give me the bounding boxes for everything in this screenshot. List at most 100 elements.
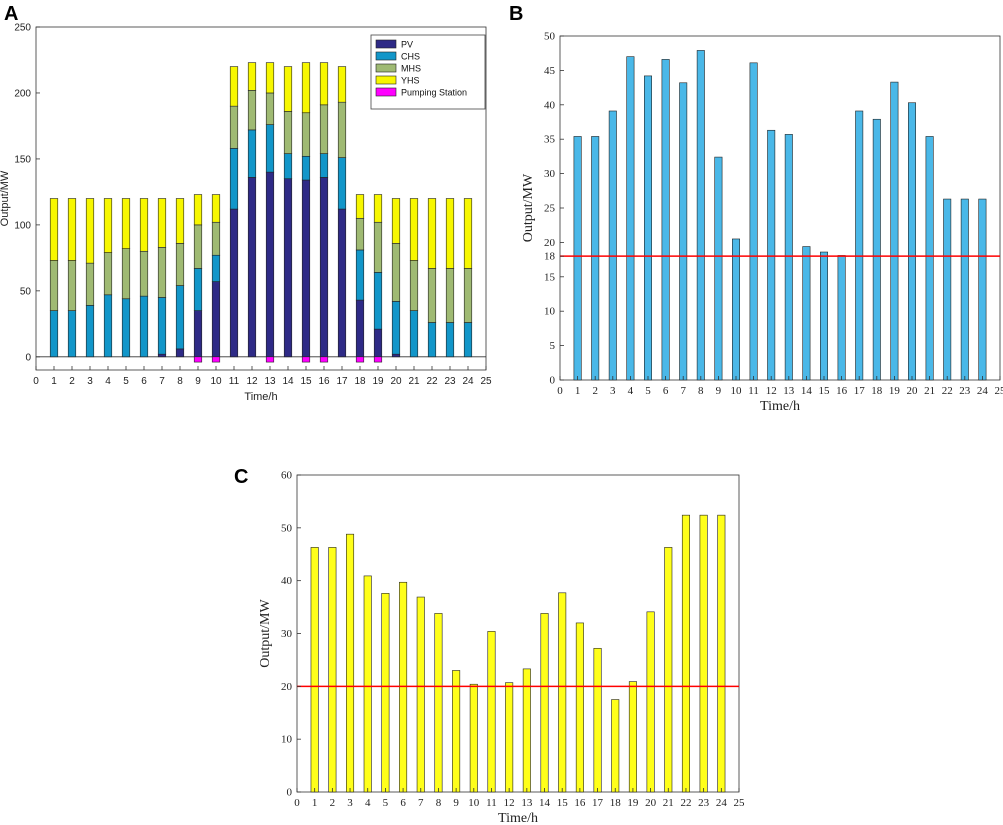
chart-a-bar-yhs-7: [157, 198, 167, 248]
chart-a-bar-mhs-3: [85, 262, 95, 306]
chart-a-bar-mhs-14: [283, 111, 293, 154]
chart-a-bar-pv-13: [265, 171, 275, 358]
chart-b-bar-20: [908, 102, 916, 381]
chart-b-bar-1: [573, 136, 582, 381]
chart-a-xtick-label-24: 24: [462, 376, 474, 387]
chart-a-bar-mhs-23: [445, 268, 455, 323]
chart-c-xlabel: Time/h: [498, 811, 538, 825]
chart-a-bar-yhs-16: [319, 62, 329, 106]
chart-a-ytick-label-0: 0: [25, 352, 31, 363]
chart-a-bar-chs-5: [121, 298, 131, 358]
chart-b-xtick-label-19: 19: [889, 385, 901, 397]
chart-c-xtick-label-8: 8: [436, 797, 442, 809]
chart-a-bar-pv-18: [355, 299, 365, 358]
chart-c-bar-13: [522, 668, 531, 793]
chart-b-bar-24: [978, 198, 987, 381]
chart-b-xtick-label-17: 17: [854, 385, 866, 397]
chart-b-xtick-label-5: 5: [645, 385, 651, 397]
chart-a-bar-mhs-20: [391, 243, 401, 302]
chart-a-bar-mhs-13: [265, 92, 275, 125]
chart-c-xtick-label-2: 2: [330, 797, 336, 809]
chart-c-xtick-label-10: 10: [468, 797, 480, 809]
chart-a-xtick-label-9: 9: [195, 376, 201, 387]
chart-a-xtick-label-10: 10: [210, 376, 222, 387]
chart-c-xtick-label-18: 18: [610, 797, 622, 809]
chart-a-xtick-label-17: 17: [336, 376, 348, 387]
chart-b-ylabel: Output/MW: [521, 173, 536, 242]
chart-c-bar-20: [646, 611, 655, 793]
chart-b-bar-16: [837, 255, 846, 381]
chart-a-bar-pv-7: [157, 353, 167, 358]
chart-c-ytick-label-30: 30: [281, 628, 293, 640]
chart-b-bar-19: [890, 81, 899, 381]
chart-c-bar-11: [487, 631, 496, 793]
chart-b-ytick-label-20: 20: [544, 237, 556, 249]
chart-a-xtick-label-3: 3: [87, 376, 93, 387]
chart-a-bar-yhs-20: [391, 198, 401, 244]
chart-b-xtick-label-22: 22: [942, 385, 953, 397]
chart-a-xtick-label-13: 13: [264, 376, 276, 387]
chart-b-xtick-label-2: 2: [592, 385, 598, 397]
chart-b-ytick-label-30: 30: [544, 168, 556, 180]
chart-a-xtick-label-23: 23: [444, 376, 456, 387]
chart-a-bar-yhs-23: [445, 198, 455, 269]
chart-a-bar-yhs-5: [121, 198, 131, 249]
chart-a-xtick-label-1: 1: [51, 376, 57, 387]
chart-a-bar-pumping-station-13: [265, 356, 275, 363]
chart-c-plot-frame: [296, 474, 740, 793]
chart-b-xtick-label-7: 7: [680, 385, 686, 397]
chart-a-bar-pv-11: [229, 208, 239, 358]
chart-a-bar-chs-8: [175, 285, 185, 350]
chart-a-bar-pv-9: [193, 310, 203, 358]
chart-c-xtick-label-15: 15: [557, 797, 569, 809]
chart-b-bar-6: [661, 59, 670, 381]
chart-b-bar-5: [644, 75, 652, 381]
chart-a-bar-mhs-1: [49, 260, 59, 311]
chart-a-xtick-label-2: 2: [69, 376, 75, 387]
chart-a-bar-yhs-22: [427, 198, 437, 269]
chart-a-xtick-label-18: 18: [354, 376, 366, 387]
chart-c-ytick-label-20: 20: [281, 681, 293, 693]
chart-a-bar-yhs-15: [301, 62, 311, 114]
chart-c-bar-15: [558, 592, 567, 793]
chart-a-bar-yhs-18: [355, 194, 365, 219]
chart-c-ylabel: Output/MW: [258, 598, 273, 667]
chart-c-bar-12: [505, 682, 514, 793]
chart-b-ytick-label-50: 50: [544, 31, 556, 43]
chart-a-bar-chs-6: [139, 295, 149, 358]
chart-c-xtick-label-11: 11: [486, 797, 497, 809]
chart-c-xtick-label-25: 25: [734, 797, 746, 809]
chart-a-bar-chs-24: [463, 322, 473, 358]
chart-a-xtick-label-0: 0: [33, 376, 39, 387]
chart-c-xtick-label-20: 20: [645, 797, 657, 809]
chart-a-legend: PV CHS MHS YHS Pumping Station: [370, 34, 486, 110]
chart-b-xtick-label-8: 8: [698, 385, 704, 397]
chart-a-bar-pv-16: [319, 177, 329, 358]
chart-b-ytick-label-15: 15: [544, 271, 556, 283]
chart-a-bar-chs-15: [301, 155, 311, 181]
chart-c-xtick-label-5: 5: [383, 797, 389, 809]
chart-a-xtick-label-4: 4: [105, 376, 111, 387]
chart-b-xtick-label-25: 25: [995, 385, 1003, 397]
chart-a-xtick-label-6: 6: [141, 376, 147, 387]
chart-a-bar-yhs-21: [409, 198, 419, 261]
chart-a-bar-chs-22: [427, 322, 437, 358]
chart-a-xtick-label-25: 25: [480, 376, 492, 387]
chart-b-xtick-label-15: 15: [819, 385, 831, 397]
chart-a-bar-mhs-11: [229, 105, 239, 149]
chart-a-legend-swatch-pv: [375, 39, 397, 49]
chart-a-bar-yhs-13: [265, 62, 275, 94]
chart-a-xtick-label-8: 8: [177, 376, 183, 387]
chart-a-bar-pv-15: [301, 179, 311, 358]
chart-c-xtick-label-7: 7: [418, 797, 424, 809]
chart-c-ytick-label-60: 60: [281, 470, 293, 482]
chart-c-xtick-label-14: 14: [539, 797, 551, 809]
chart-c: 0 1 2 3 4 5 6 7 8 9 10 11 12 13 14 15 16 17 18 19 20 21 22 23 24…: [258, 470, 745, 825]
chart-a-bar-chs-9: [193, 268, 203, 311]
chart-a-bar-chs-14: [283, 153, 293, 180]
chart-a-ytick-label-150: 150: [14, 154, 31, 165]
chart-b-ytick-label-10: 10: [544, 306, 556, 318]
chart-c-bar-1: [310, 547, 319, 793]
chart-a-xtick-label-11: 11: [229, 376, 240, 387]
chart-b-bar-14: [802, 246, 811, 381]
